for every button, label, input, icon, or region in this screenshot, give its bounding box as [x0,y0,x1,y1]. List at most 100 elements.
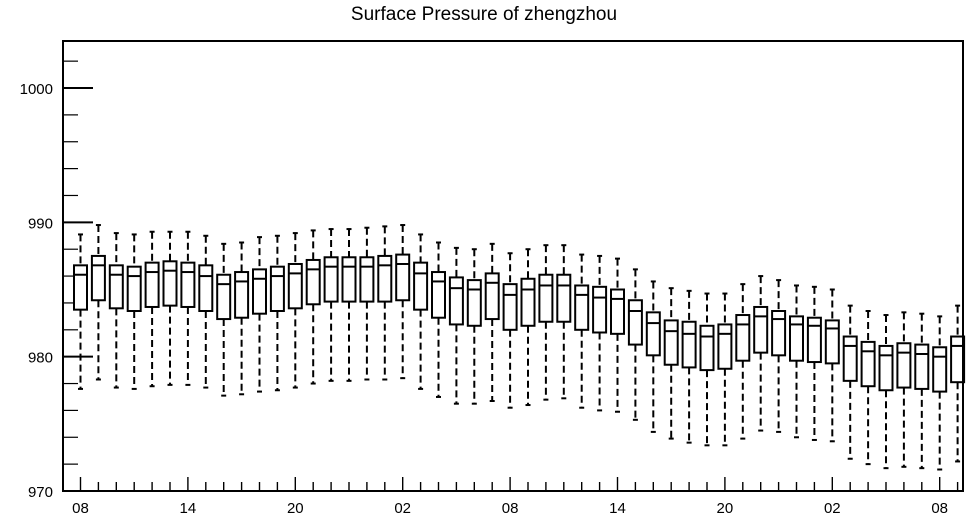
box-body [484,272,500,321]
box-item [73,233,88,390]
box-item [663,287,679,440]
box-item [753,275,769,432]
box-item [699,292,715,447]
x-tick-label: 14 [609,500,626,517]
box-item [878,314,894,470]
box-item [914,312,930,470]
box-body [627,299,643,346]
box-body [735,314,751,362]
box-body [108,264,124,310]
box-body [932,346,948,393]
box-body [878,344,894,392]
box-body [950,335,966,384]
box-item [717,292,733,447]
box-body [538,273,554,323]
x-tick-label: 14 [180,500,197,517]
box-body [269,265,285,312]
box-body [824,319,840,365]
box-body [717,323,733,370]
box-item [484,242,500,402]
box-item [610,257,625,413]
box-body [806,316,822,364]
box-item [234,241,250,396]
box-body [914,343,930,390]
box-item [502,252,518,409]
box-body [144,261,160,308]
box-body [395,253,411,302]
box-item [395,224,411,380]
box-body [216,273,232,321]
box-item [359,226,375,381]
box-body [556,273,572,323]
box-body [162,260,178,307]
box-body [252,268,267,315]
box-item [824,288,840,443]
box-item [592,254,608,412]
box-body [180,261,196,308]
box-body [413,261,429,311]
box-body [377,254,393,303]
box-body [198,264,214,313]
box-item [950,304,966,463]
box-item [144,230,160,388]
box-body [73,264,88,311]
box-item [431,241,446,398]
plot-frame [62,40,964,492]
box-item [287,232,303,389]
box-body [466,279,482,327]
box-body [753,305,769,354]
box-item [448,246,464,405]
box-body [90,254,106,302]
chart-title: Surface Pressure of zhengzhou [350,4,618,25]
y-tick-label: 970 [28,484,53,501]
box-body [431,271,446,319]
box-item [413,233,429,390]
box-item [842,304,858,460]
box-item [735,283,751,440]
box-item [377,225,393,381]
box-item [645,280,661,433]
box-item [216,242,232,397]
box-item [162,230,178,386]
box-item [520,248,536,407]
box-item [538,244,554,401]
box-item [932,315,948,471]
box-item [252,236,267,393]
box-item [269,234,285,392]
box-body [574,284,590,331]
box-body [448,276,464,326]
box-item [771,279,787,433]
box-item [806,285,822,441]
x-tick-label: 08 [931,500,948,517]
box-body [842,335,858,382]
box-body [681,320,697,369]
y-tick-label: 980 [28,350,53,367]
box-item [180,230,196,386]
box-item [556,244,572,400]
box-body [234,271,250,319]
box-item [627,268,643,421]
box-item [323,228,339,382]
x-tick-label: 08 [502,500,519,517]
box-item [789,284,804,439]
box-series [73,224,966,471]
box-item [860,310,876,466]
box-body [520,277,536,327]
box-body [323,256,339,303]
box-body [287,262,303,310]
x-tick-label: 02 [394,500,411,517]
box-body [305,258,321,306]
tick-labels: 970 980 990 1000 08 14 20 02 08 14 20 02 08 [20,81,948,517]
box-item [896,311,912,468]
box-body [592,285,608,334]
box-item [574,253,590,409]
box-item [681,289,697,444]
box-item [341,228,357,382]
box-body [610,288,625,335]
box-body [699,324,715,372]
box-item [108,232,124,389]
x-tick-label: 08 [72,500,89,517]
box-body [645,311,661,357]
x-tick-label: 02 [824,500,841,517]
